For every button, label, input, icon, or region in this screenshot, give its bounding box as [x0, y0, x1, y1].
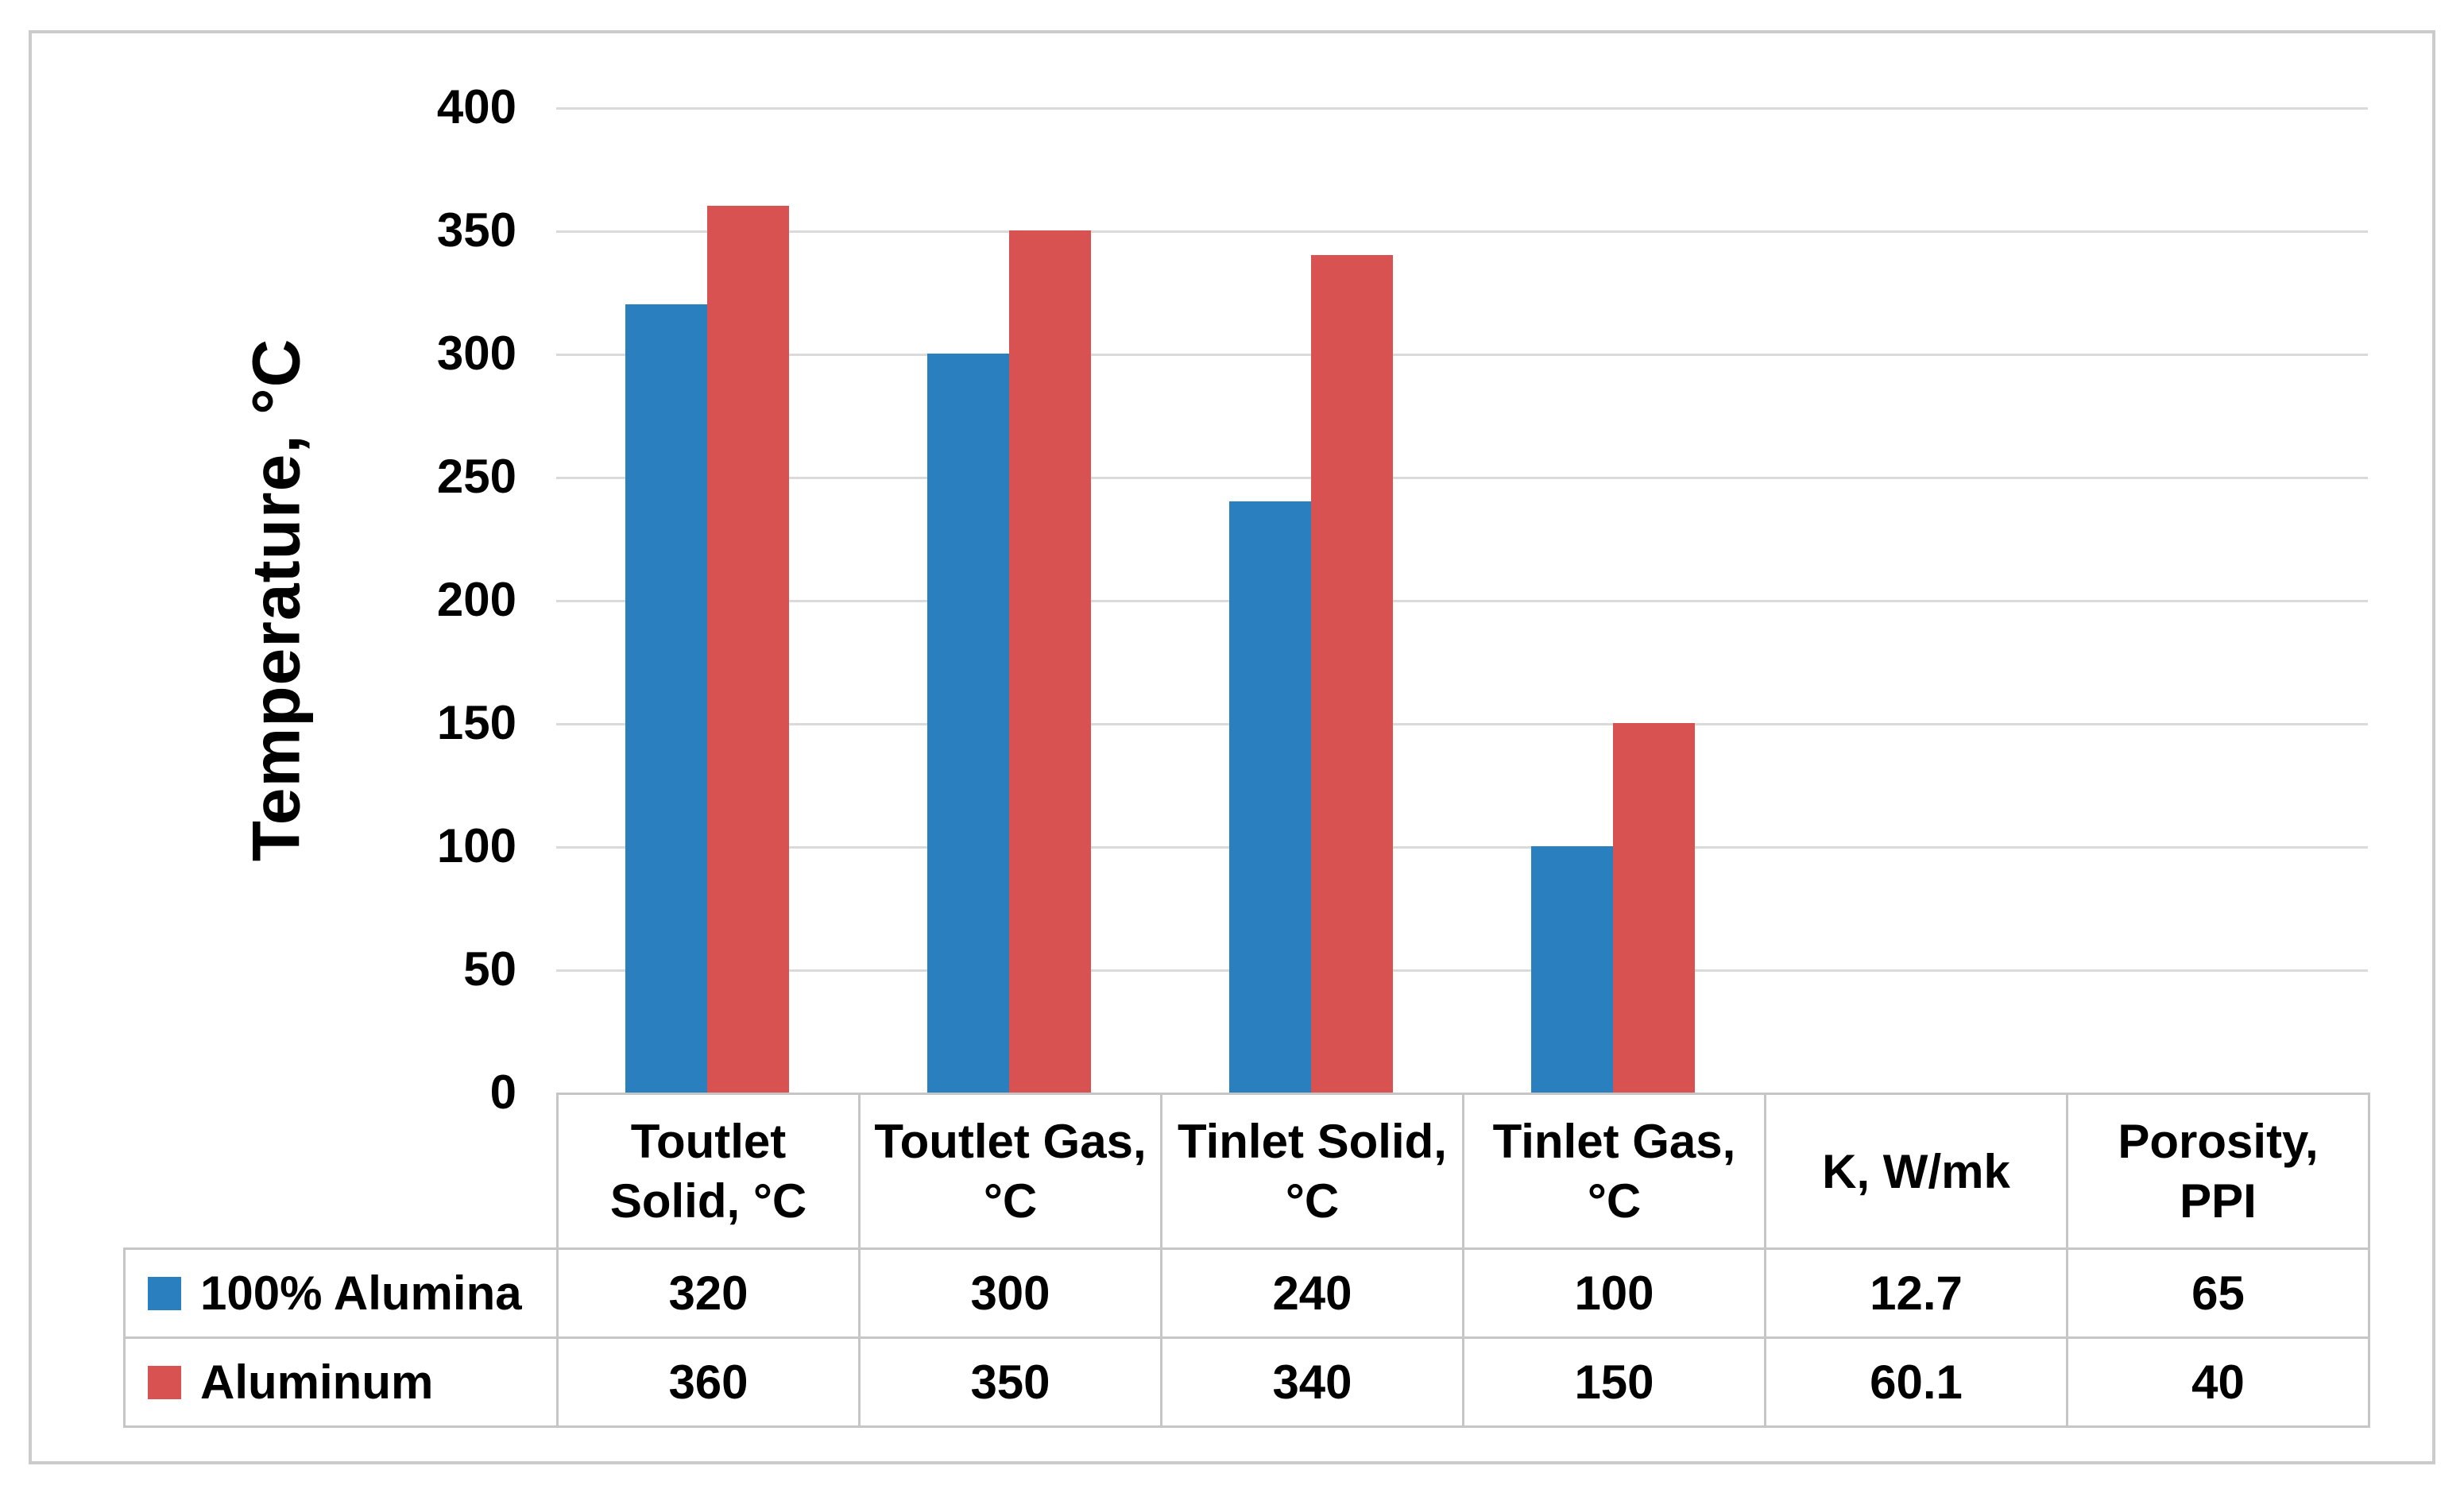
bar-100-alumina-toutlet-solid-c: [625, 304, 707, 1093]
table-value-text: 12.7: [1870, 1267, 1963, 1320]
table-value-aluminum-toutlet-gas-c: 350: [858, 1336, 1162, 1428]
table-header-label: Toutlet Gas, °C: [874, 1115, 1147, 1228]
table-header-toutlet-solid-c: Toutlet Solid, °C: [556, 1093, 861, 1250]
gridline-200: [556, 600, 2368, 602]
table-value-100-alumina-k-w-mk: 12.7: [1764, 1247, 2068, 1339]
table-header-porosity-ppi: Porosity, PPI: [2066, 1093, 2370, 1250]
table-value-text: 150: [1574, 1356, 1654, 1409]
y-tick-label-100: 100: [436, 819, 516, 872]
legend-row-100-alumina: 100% Alumina: [123, 1247, 559, 1339]
gridline-250: [556, 477, 2368, 479]
bar-100-alumina-tinlet-solid-c: [1229, 501, 1311, 1093]
table-value-text: 360: [668, 1356, 748, 1409]
bar-100-alumina-tinlet-gas-c: [1531, 846, 1613, 1093]
table-header-label: Tinlet Solid, °C: [1178, 1115, 1447, 1228]
legend-label-100-alumina: 100% Alumina: [200, 1267, 522, 1320]
table-value-text: 65: [2191, 1267, 2245, 1320]
table-value-text: 340: [1272, 1356, 1352, 1409]
table-value-text: 300: [970, 1267, 1050, 1320]
table-header-tinlet-gas-c: Tinlet Gas, °C: [1462, 1093, 1766, 1250]
gridline-100: [556, 846, 2368, 849]
table-value-100-alumina-toutlet-gas-c: 300: [858, 1247, 1162, 1339]
legend-label-aluminum: Aluminum: [200, 1356, 434, 1409]
table-header-label: Tinlet Gas, °C: [1492, 1115, 1736, 1228]
bar-aluminum-tinlet-solid-c: [1311, 255, 1393, 1093]
table-value-text: 60.1: [1870, 1356, 1963, 1409]
y-tick-label-400: 400: [436, 80, 516, 133]
y-tick-label-200: 200: [436, 573, 516, 626]
bar-100-alumina-toutlet-gas-c: [927, 354, 1009, 1093]
table-value-aluminum-toutlet-solid-c: 360: [556, 1336, 861, 1428]
bar-aluminum-toutlet-solid-c: [707, 206, 789, 1093]
table-value-aluminum-tinlet-solid-c: 340: [1160, 1336, 1464, 1428]
table-value-text: 100: [1574, 1267, 1654, 1320]
table-value-aluminum-porosity-ppi: 40: [2066, 1336, 2370, 1428]
y-tick-label-300: 300: [436, 327, 516, 380]
table-value-text: 40: [2191, 1356, 2245, 1409]
legend-row-aluminum: Aluminum: [123, 1336, 559, 1428]
y-tick-label-250: 250: [436, 450, 516, 503]
legend-swatch-aluminum: [148, 1365, 181, 1399]
table-value-100-alumina-porosity-ppi: 65: [2066, 1247, 2370, 1339]
table-header-label: Porosity, PPI: [2118, 1115, 2319, 1228]
bar-aluminum-toutlet-gas-c: [1009, 230, 1091, 1093]
legend-swatch-100-alumina: [148, 1276, 181, 1310]
bar-aluminum-tinlet-gas-c: [1613, 723, 1695, 1093]
y-tick-label-150: 150: [436, 696, 516, 749]
gridline-150: [556, 723, 2368, 725]
gridline-50: [556, 969, 2368, 972]
table-value-text: 240: [1272, 1267, 1352, 1320]
table-value-100-alumina-toutlet-solid-c: 320: [556, 1247, 861, 1339]
table-header-label: Toutlet Solid, °C: [609, 1115, 807, 1228]
gridline-300: [556, 354, 2368, 356]
table-header-label: K, W/mk: [1822, 1144, 2010, 1198]
gridline-400: [556, 107, 2368, 110]
y-tick-label-350: 350: [436, 203, 516, 257]
y-tick-label-50: 50: [463, 942, 516, 996]
table-value-100-alumina-tinlet-solid-c: 240: [1160, 1247, 1464, 1339]
table-value-100-alumina-tinlet-gas-c: 100: [1462, 1247, 1766, 1339]
gridline-350: [556, 230, 2368, 233]
table-value-aluminum-tinlet-gas-c: 150: [1462, 1336, 1766, 1428]
y-axis-title: Temperature, °C: [238, 338, 314, 862]
y-tick-label-0: 0: [489, 1066, 516, 1119]
table-value-text: 350: [970, 1356, 1050, 1409]
table-header-k-w-mk: K, W/mk: [1764, 1093, 2068, 1250]
table-value-aluminum-k-w-mk: 60.1: [1764, 1336, 2068, 1428]
table-header-tinlet-solid-c: Tinlet Solid, °C: [1160, 1093, 1464, 1250]
table-value-text: 320: [668, 1267, 748, 1320]
table-header-toutlet-gas-c: Toutlet Gas, °C: [858, 1093, 1162, 1250]
